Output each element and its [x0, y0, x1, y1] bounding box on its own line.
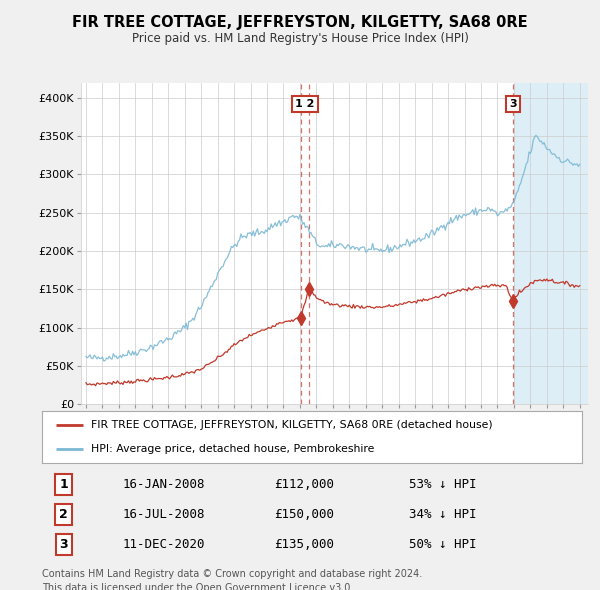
Text: 16-JUL-2008: 16-JUL-2008: [123, 508, 205, 521]
Text: £135,000: £135,000: [274, 538, 334, 551]
Text: HPI: Average price, detached house, Pembrokeshire: HPI: Average price, detached house, Pemb…: [91, 444, 374, 454]
Text: FIR TREE COTTAGE, JEFFREYSTON, KILGETTY, SA68 0RE (detached house): FIR TREE COTTAGE, JEFFREYSTON, KILGETTY,…: [91, 420, 492, 430]
Text: FIR TREE COTTAGE, JEFFREYSTON, KILGETTY, SA68 0RE: FIR TREE COTTAGE, JEFFREYSTON, KILGETTY,…: [72, 15, 528, 30]
Text: 3: 3: [59, 538, 68, 551]
Text: 1: 1: [59, 478, 68, 491]
Text: Price paid vs. HM Land Registry's House Price Index (HPI): Price paid vs. HM Land Registry's House …: [131, 32, 469, 45]
Text: 3: 3: [509, 99, 517, 109]
Text: 2: 2: [59, 508, 68, 521]
Text: 16-JAN-2008: 16-JAN-2008: [123, 478, 205, 491]
Text: 1 2: 1 2: [295, 99, 314, 109]
Text: 53% ↓ HPI: 53% ↓ HPI: [409, 478, 477, 491]
Text: 50% ↓ HPI: 50% ↓ HPI: [409, 538, 477, 551]
Text: 34% ↓ HPI: 34% ↓ HPI: [409, 508, 477, 521]
Text: 11-DEC-2020: 11-DEC-2020: [123, 538, 205, 551]
Text: £150,000: £150,000: [274, 508, 334, 521]
Text: £112,000: £112,000: [274, 478, 334, 491]
Text: Contains HM Land Registry data © Crown copyright and database right 2024.
This d: Contains HM Land Registry data © Crown c…: [42, 569, 422, 590]
Bar: [514, 83, 588, 404]
